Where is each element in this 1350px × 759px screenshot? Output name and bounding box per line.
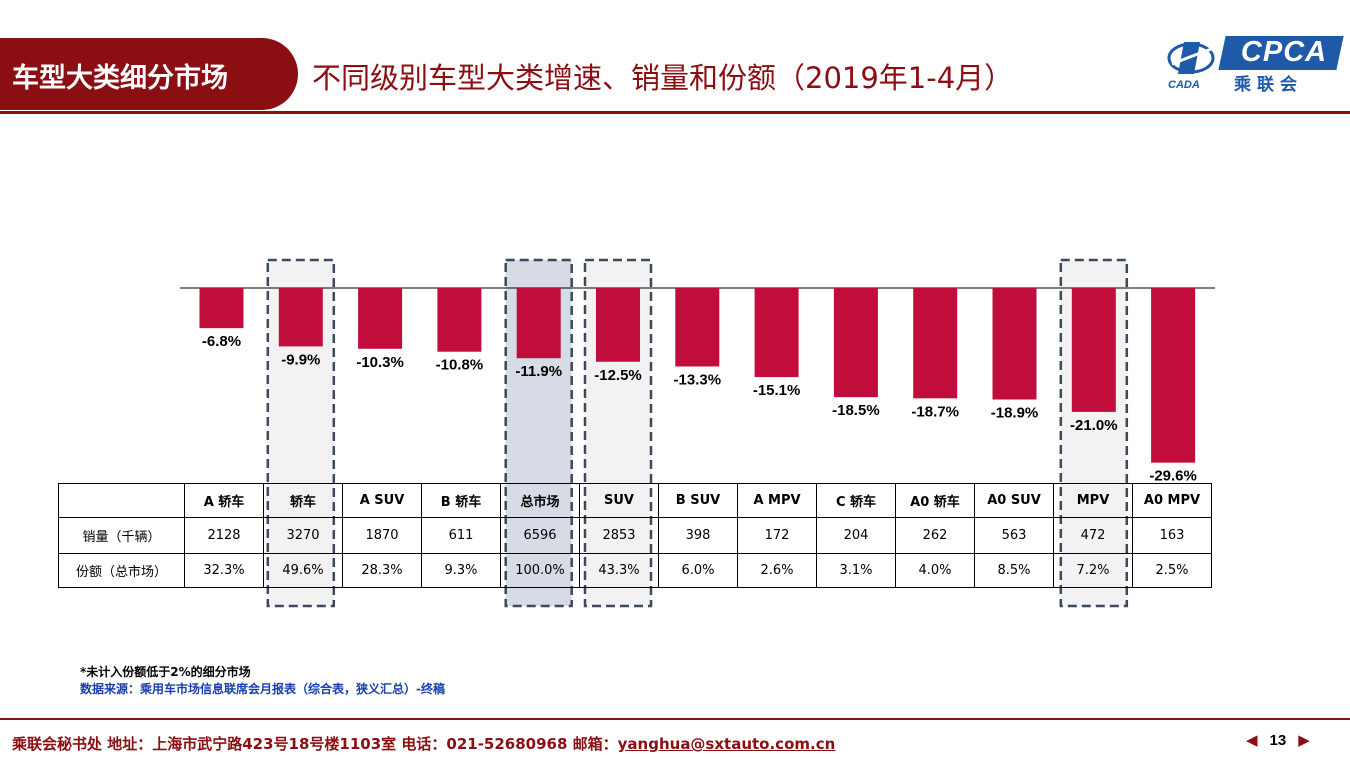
data-source-note: 数据来源：乘用车市场信息联席会月报表（综合表，狭义汇总）-终稿 bbox=[80, 682, 445, 696]
share-cell-0: 32.3% bbox=[184, 553, 264, 588]
category-label-10: A0 SUV bbox=[974, 483, 1054, 518]
section-title: 车型大类细分市场 bbox=[12, 63, 228, 94]
sales-cell-11: 472 bbox=[1053, 517, 1133, 554]
bar-6 bbox=[675, 288, 720, 367]
bar-0 bbox=[199, 288, 244, 329]
bar-12 bbox=[1151, 288, 1196, 463]
share-cell-5: 43.3% bbox=[579, 553, 659, 588]
category-label-9: A0 轿车 bbox=[895, 483, 975, 518]
header-divider bbox=[0, 111, 1350, 114]
value-label-6: -13.3% bbox=[674, 371, 722, 388]
share-cell-3: 9.3% bbox=[421, 553, 501, 588]
logo-text: CPCA bbox=[1240, 36, 1328, 68]
share-cell-8: 3.1% bbox=[816, 553, 896, 588]
category-label-11: MPV bbox=[1053, 483, 1133, 518]
bar-9 bbox=[913, 288, 958, 399]
section-tab bbox=[0, 38, 298, 110]
sales-cell-4: 6596 bbox=[500, 517, 580, 554]
table-header-row: A 轿车 轿车 A SUV B 轿车 总市场 SUV B SUV A MPV C 轿车 A0 轿车… bbox=[58, 483, 1212, 518]
cada-emblem-icon: CADA bbox=[1167, 42, 1215, 90]
sales-cell-7: 172 bbox=[737, 517, 817, 554]
sales-cell-3: 611 bbox=[421, 517, 501, 554]
bar-11 bbox=[1071, 288, 1116, 412]
bar-8 bbox=[833, 288, 878, 398]
footer-info: 乘联会秘书处 地址：上海市武宁路423号18号楼1103室 电话：021-526… bbox=[12, 733, 835, 754]
bar-5 bbox=[596, 288, 640, 362]
logo-cn-text: 乘联会 bbox=[1234, 75, 1303, 95]
value-label-layer: -6.8% -9.9% -10.3% -10.8% -11.9% -12.5% -13.3%… bbox=[202, 333, 1197, 485]
sales-cell-9: 262 bbox=[895, 517, 975, 554]
sales-cell-12: 163 bbox=[1132, 517, 1212, 554]
value-label-2: -10.3% bbox=[356, 354, 404, 371]
value-label-11: -21.0% bbox=[1070, 417, 1118, 434]
page-title: 不同级别车型大类增速、销量和份额（2019年1-4月） bbox=[312, 61, 1014, 95]
value-label-9: -18.7% bbox=[911, 403, 959, 420]
footer-email-link[interactable]: yanghua@sxtauto.com.cn bbox=[617, 735, 836, 753]
value-label-7: -15.1% bbox=[753, 382, 801, 399]
sales-cell-2: 1870 bbox=[342, 517, 422, 554]
value-label-0: -6.8% bbox=[202, 333, 241, 350]
cpca-logo: CADA CPCA 乘联会 bbox=[1164, 32, 1344, 95]
table-row-share: 份额（总市场） 32.3% 49.6% 28.3% 9.3% 100.0% 43.3% 6.… bbox=[58, 553, 1212, 588]
row-label-sales: 销量（千辆） bbox=[58, 517, 185, 554]
sales-cell-5: 2853 bbox=[579, 517, 659, 554]
bar-layer bbox=[199, 288, 1196, 463]
row-label-share: 份额（总市场） bbox=[58, 553, 185, 588]
category-label-7: A MPV bbox=[737, 483, 817, 518]
category-label-12: A0 MPV bbox=[1132, 483, 1212, 518]
page-navigator: ◀ 13 ▶ bbox=[1246, 731, 1310, 749]
prev-page-icon[interactable]: ◀ bbox=[1246, 732, 1258, 749]
value-label-12: -29.6% bbox=[1149, 468, 1197, 485]
category-label-3: B 轿车 bbox=[421, 483, 501, 518]
bar-3 bbox=[437, 288, 482, 352]
value-label-3: -10.8% bbox=[436, 357, 484, 374]
bar-7 bbox=[754, 288, 799, 378]
category-label-5: SUV bbox=[579, 483, 659, 518]
footer-contact: 乘联会秘书处 地址：上海市武宁路423号18号楼1103室 电话：021-526… bbox=[12, 735, 618, 753]
page-number: 13 bbox=[1269, 732, 1287, 749]
data-table: A 轿车 轿车 A SUV B 轿车 总市场 SUV B SUV A MPV C 轿车 A0 轿车… bbox=[58, 483, 1212, 588]
category-label-2: A SUV bbox=[342, 483, 422, 518]
sales-cell-0: 2128 bbox=[184, 517, 264, 554]
next-page-icon[interactable]: ▶ bbox=[1298, 732, 1310, 749]
value-label-5: -12.5% bbox=[594, 367, 642, 384]
value-label-10: -18.9% bbox=[991, 405, 1039, 422]
bar-1 bbox=[278, 288, 323, 347]
table-corner-cell bbox=[58, 483, 185, 518]
bar-10 bbox=[992, 288, 1037, 400]
footnote: *未计入份额低于2%的细分市场 bbox=[80, 665, 251, 679]
share-cell-2: 28.3% bbox=[342, 553, 422, 588]
share-cell-10: 8.5% bbox=[974, 553, 1054, 588]
category-label-0: A 轿车 bbox=[184, 483, 264, 518]
sales-cell-8: 204 bbox=[816, 517, 896, 554]
value-label-4: -11.9% bbox=[515, 363, 562, 380]
category-label-6: B SUV bbox=[658, 483, 738, 518]
share-cell-12: 2.5% bbox=[1132, 553, 1212, 588]
sales-cell-6: 398 bbox=[658, 517, 738, 554]
share-cell-1: 49.6% bbox=[263, 553, 343, 588]
category-label-4: 总市场 bbox=[500, 483, 580, 518]
value-label-1: -9.9% bbox=[281, 351, 320, 368]
bar-4 bbox=[516, 288, 561, 359]
value-label-8: -18.5% bbox=[832, 402, 880, 419]
sales-cell-1: 3270 bbox=[263, 517, 343, 554]
share-cell-7: 2.6% bbox=[737, 553, 817, 588]
share-cell-6: 6.0% bbox=[658, 553, 738, 588]
category-label-1: 轿车 bbox=[263, 483, 343, 518]
share-cell-11: 7.2% bbox=[1053, 553, 1133, 588]
footer-divider bbox=[0, 718, 1350, 720]
emblem-text: CADA bbox=[1168, 79, 1200, 90]
table-row-sales: 销量（千辆） 2128 3270 1870 611 6596 2853 398 172 204 2… bbox=[58, 517, 1212, 554]
share-cell-9: 4.0% bbox=[895, 553, 975, 588]
bar-2 bbox=[358, 288, 403, 349]
category-label-8: C 轿车 bbox=[816, 483, 896, 518]
sales-cell-10: 563 bbox=[974, 517, 1054, 554]
share-cell-4: 100.0% bbox=[500, 553, 580, 588]
